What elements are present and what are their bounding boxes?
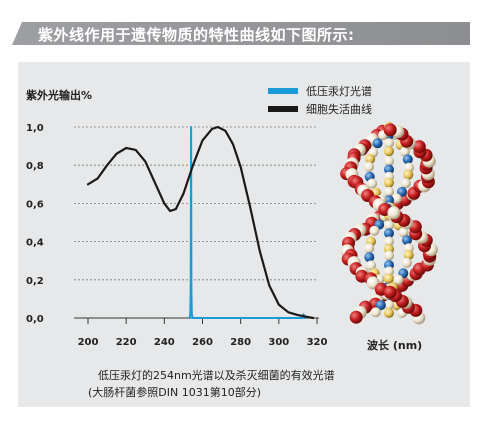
- dna-atom: [403, 170, 413, 180]
- dna-atom: [384, 178, 394, 188]
- y-tick-label: 0,0: [26, 314, 44, 325]
- x-tick-label: 220: [116, 337, 137, 348]
- y-tick-labels: 0,0 0,2 0,4 0,6 0,8 1,0: [26, 123, 44, 325]
- dna-atom: [373, 138, 383, 148]
- dna-atom: [364, 243, 374, 253]
- x-tick-label: 280: [230, 337, 251, 348]
- x-tick-labels: 200 220 240 260 280 300 320: [78, 337, 328, 348]
- legend-label-uv-lamp: 低压汞灯光谱: [306, 84, 372, 98]
- dna-atom: [364, 162, 374, 172]
- legend: 低压汞灯光谱 细胞失活曲线: [268, 84, 372, 116]
- x-tick-label: 320: [307, 337, 328, 348]
- dna-atom: [371, 307, 381, 317]
- dna-atom: [350, 311, 363, 324]
- legend-swatch-uv-lamp: [268, 88, 298, 94]
- y-tick-label: 1,0: [26, 123, 44, 134]
- dna-atom: [384, 251, 394, 261]
- chart-series: [88, 127, 313, 318]
- dna-atom: [384, 146, 394, 156]
- series-line-cell-kill: [88, 127, 313, 318]
- x-axis-label: 波长 (nm): [367, 338, 422, 352]
- y-tick-label: 0,2: [26, 276, 44, 287]
- x-tick-label: 200: [78, 337, 99, 348]
- legend-label-cell-kill: 细胞失活曲线: [306, 102, 372, 116]
- y-tick-label: 0,6: [26, 199, 44, 210]
- x-tick-label: 260: [192, 337, 213, 348]
- dna-atom: [387, 206, 400, 219]
- dna-atom: [384, 274, 394, 284]
- legend-swatch-cell-kill: [268, 106, 298, 112]
- dna-atom: [401, 178, 411, 188]
- caption-line-1: 低压汞灯的254nm光谱以及杀灭细菌的有效光谱: [98, 368, 335, 382]
- series-line-uv-lamp: [190, 127, 305, 318]
- y-tick-label: 0,8: [26, 161, 44, 172]
- y-axis-label: 紫外光输出%: [26, 88, 92, 102]
- caption-line-2: (大肠杆菌参照DIN 1031第10部分): [88, 385, 261, 399]
- dna-atom: [384, 286, 397, 299]
- x-tick-label: 240: [154, 337, 175, 348]
- dna-atom: [384, 123, 397, 136]
- x-tick-label: 300: [268, 337, 289, 348]
- dna-atom: [402, 258, 412, 268]
- y-tick-label: 0,4: [26, 238, 44, 249]
- dna-helix-image: [340, 122, 438, 325]
- dna-atom: [369, 226, 379, 236]
- dna-atom: [384, 308, 394, 318]
